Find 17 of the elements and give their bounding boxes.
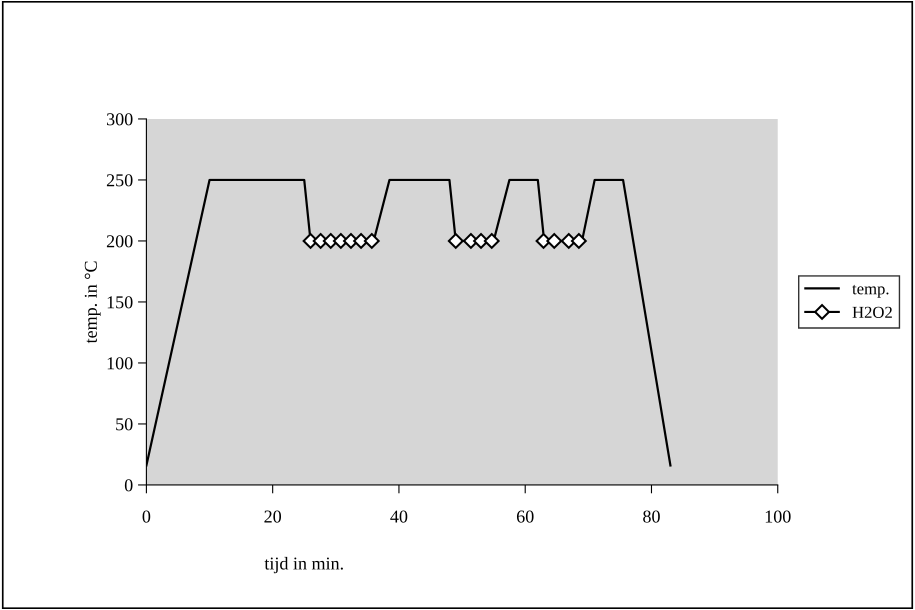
y-tick-label: 50 — [116, 418, 133, 430]
legend-label: H2O2 — [852, 306, 892, 318]
x-axis-title: tijd in min. — [264, 556, 343, 574]
x-tick-label: 40 — [390, 510, 408, 523]
y-tick-label: 0 — [124, 479, 133, 492]
y-tick-label: 200 — [106, 235, 133, 248]
x-tick-label: 80 — [643, 510, 660, 523]
y-tick-label: 100 — [108, 357, 133, 370]
x-tick-label: 60 — [516, 510, 534, 523]
y-tick-label: 300 — [106, 113, 133, 126]
x-tick-label: 20 — [264, 510, 282, 523]
x-tick-label: 0 — [142, 510, 150, 523]
y-tick-label: 150 — [108, 296, 133, 308]
y-axis-title: temp. in °C — [84, 261, 101, 344]
x-tick-label: 100 — [766, 510, 791, 523]
legend-label: temp. — [852, 284, 888, 298]
y-tick-label: 250 — [106, 174, 133, 186]
